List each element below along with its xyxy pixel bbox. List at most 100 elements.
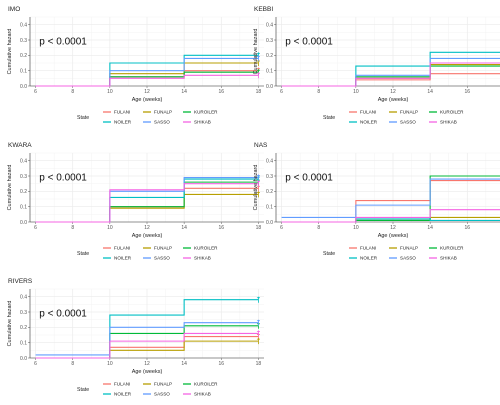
x-tick-label: 16 (219, 225, 225, 231)
y-axis-label: Cumulative hazard (7, 29, 13, 75)
legend-label-fulani: FULANI (114, 246, 130, 251)
y-tick-label: 0.0 (20, 356, 27, 362)
series-line-shikab (281, 62, 500, 87)
x-tick-label: 12 (144, 225, 150, 231)
y-tick-label: 0.2 (266, 53, 273, 59)
y-tick-label: 0.1 (266, 68, 273, 74)
y-axis-label: Cumulative hazard (253, 165, 259, 211)
x-tick-label: 16 (465, 225, 471, 231)
p-value-annotation: p < 0.0001 (285, 37, 333, 48)
x-tick-label: 14 (181, 225, 187, 231)
p-value-annotation: p < 0.0001 (39, 37, 87, 48)
legend-label-shikab: SHIKAB (440, 256, 457, 261)
legend-label-kuroiler: KUROILER (194, 382, 218, 387)
x-tick-label: 8 (71, 225, 74, 231)
legend: State FULANI FUNALP KUROILER NOILER SASSO SHIK… (77, 382, 218, 397)
x-tick-label: 12 (144, 361, 150, 367)
x-tick-label: 12 (390, 89, 396, 95)
x-tick-label: 18 (256, 225, 262, 231)
panel-title: IMO (8, 6, 20, 13)
y-tick-label: 0.0 (20, 220, 27, 226)
x-tick-label: 10 (107, 361, 113, 367)
x-tick-label: 14 (427, 89, 433, 95)
legend-label-funalp: FUNALP (154, 382, 172, 387)
x-tick-label: 8 (317, 89, 320, 95)
y-tick-label: 0.3 (20, 174, 27, 180)
panel-kebbi: KEBBI 6 8 10 12 14 16 18 0.0 0.1 0.2 0.3 0.4 Age (wee… (253, 6, 500, 125)
legend-label-fulani: FULANI (114, 110, 130, 115)
x-tick-label: 10 (107, 225, 113, 231)
y-tick-label: 0.1 (20, 340, 27, 346)
x-tick-label: 16 (219, 89, 225, 95)
plot-area (276, 153, 500, 222)
legend-label-kuroiler: KUROILER (440, 246, 464, 251)
legend-title: State (323, 115, 335, 121)
y-tick-label: 0.1 (266, 204, 273, 210)
x-tick-label: 14 (181, 361, 187, 367)
legend-label-shikab: SHIKAB (194, 120, 211, 125)
legend-label-shikab: SHIKAB (440, 120, 457, 125)
legend-label-funalp: FUNALP (400, 110, 418, 115)
series-line-shikab (35, 183, 259, 223)
y-axis-label: Cumulative hazard (7, 301, 13, 347)
y-tick-label: 0.0 (20, 84, 27, 90)
legend-label-sasso: SASSO (400, 120, 416, 125)
x-axis-label: Age (weeks) (132, 369, 163, 375)
y-tick-label: 0.4 (20, 294, 27, 300)
series-line-shikab (281, 209, 500, 223)
legend-label-sasso: SASSO (154, 256, 170, 261)
legend-label-noiler: NOILER (114, 120, 132, 125)
x-tick-label: 8 (71, 361, 74, 367)
legend-label-noiler: NOILER (360, 120, 378, 125)
legend: State FULANI FUNALP KUROILER NOILER SASSO SHIK… (323, 110, 464, 125)
y-tick-label: 0.1 (20, 68, 27, 74)
y-tick-label: 0.2 (20, 53, 27, 59)
panel-rivers: RIVERS 6 8 10 12 14 16 18 0.0 0.1 0.2 0.3 0.4 Age (we… (7, 278, 264, 397)
x-tick-label: 6 (34, 361, 37, 367)
x-axis-label: Age (weeks) (132, 233, 163, 239)
x-axis-label: Age (weeks) (132, 97, 163, 103)
panel-nas: NAS 6 8 10 12 14 16 18 0.0 0.1 0.2 0.3 0.4 Age (weeks… (253, 142, 500, 261)
legend-label-noiler: NOILER (114, 256, 132, 261)
legend-label-kuroiler: KUROILER (194, 110, 218, 115)
panel-title: NAS (254, 142, 268, 149)
p-value-annotation: p < 0.0001 (39, 309, 87, 320)
y-tick-label: 0.3 (266, 174, 273, 180)
x-tick-label: 12 (390, 225, 396, 231)
x-tick-label: 12 (144, 89, 150, 95)
x-tick-label: 10 (353, 225, 359, 231)
x-tick-label: 6 (280, 225, 283, 231)
y-axis-label: Cumulative hazard (253, 29, 259, 75)
y-tick-label: 0.4 (20, 158, 27, 164)
panel-title: KEBBI (254, 6, 273, 13)
series-line-shikab (35, 74, 259, 87)
legend-label-fulani: FULANI (360, 246, 376, 251)
panel-imo: IMO 6 8 10 12 14 16 18 0.0 0.1 0.2 0.3 0.4 Age (weeks… (7, 6, 264, 125)
panel-title: KWARA (8, 142, 32, 149)
x-tick-label: 8 (71, 89, 74, 95)
legend-label-fulani: FULANI (114, 382, 130, 387)
legend-label-sasso: SASSO (154, 392, 170, 397)
x-tick-label: 6 (280, 89, 283, 95)
x-axis-label: Age (weeks) (378, 97, 409, 103)
y-axis-label: Cumulative hazard (7, 165, 13, 211)
legend-title: State (77, 251, 89, 257)
x-tick-label: 6 (34, 89, 37, 95)
x-tick-label: 10 (107, 89, 113, 95)
x-tick-label: 14 (427, 225, 433, 231)
panel-title: RIVERS (8, 278, 33, 285)
y-tick-label: 0.3 (20, 38, 27, 44)
y-tick-label: 0.3 (266, 38, 273, 44)
legend-label-noiler: NOILER (114, 392, 132, 397)
panel-kwara: KWARA 6 8 10 12 14 16 18 0.0 0.1 0.2 0.3 0.4 Age (wee… (7, 142, 264, 261)
y-tick-label: 0.4 (266, 22, 273, 28)
legend-label-funalp: FUNALP (154, 110, 172, 115)
series-line-sasso (281, 178, 500, 218)
legend-label-kuroiler: KUROILER (194, 246, 218, 251)
x-axis-label: Age (weeks) (378, 233, 409, 239)
legend-label-sasso: SASSO (154, 120, 170, 125)
plot-area (276, 17, 500, 86)
legend: State FULANI FUNALP KUROILER NOILER SASSO SHIK… (77, 110, 218, 125)
legend-label-shikab: SHIKAB (194, 392, 211, 397)
legend-title: State (77, 387, 89, 393)
